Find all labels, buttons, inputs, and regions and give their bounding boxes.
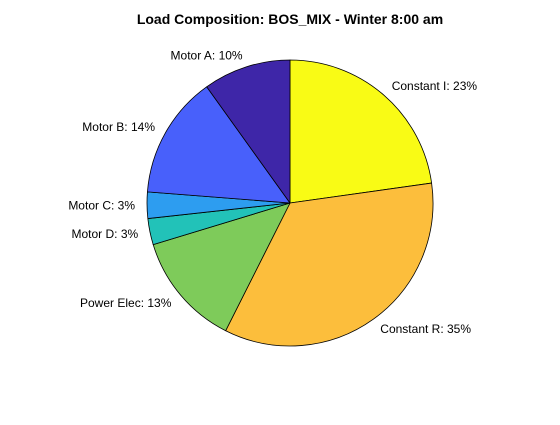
slice-label-6: Motor A: 10%	[171, 48, 243, 62]
pie-labels: Constant I: 23% Constant R: 35% Power Elec…	[68, 48, 477, 336]
slice-label-2: Power Elec: 13%	[80, 296, 172, 310]
slice-label-0: Constant I: 23%	[392, 79, 478, 93]
pie-slice-6	[206, 59, 291, 204]
pie-slice-0	[289, 59, 432, 204]
pie-slice-5	[147, 86, 291, 204]
pie-slice-2	[152, 202, 291, 332]
chart-title: Load Composition: BOS_MIX - Winter 8:00 …	[137, 11, 443, 27]
slice-label-4: Motor C: 3%	[68, 198, 135, 212]
slice-label-1: Constant R: 35%	[380, 322, 471, 336]
pie-slices	[146, 59, 434, 347]
slice-label-3: Motor D: 3%	[72, 227, 139, 241]
slice-label-5: Motor B: 14%	[82, 120, 155, 134]
pie-slice-1	[225, 182, 434, 347]
